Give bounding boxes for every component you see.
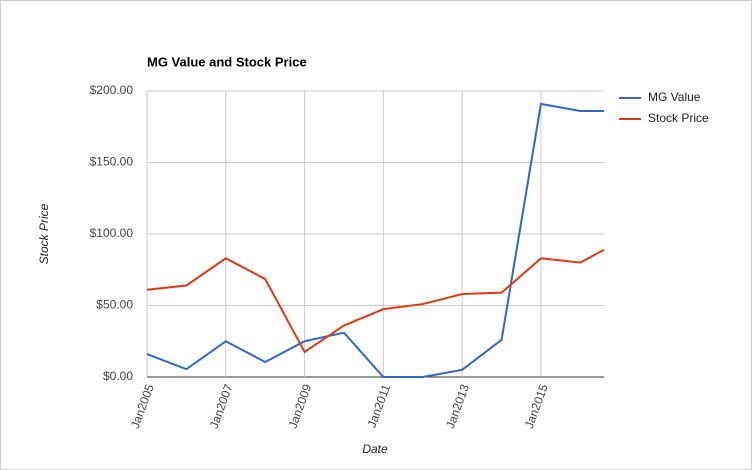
legend-label: MG Value <box>648 90 701 104</box>
y-tick-label: $200.00 <box>90 83 134 97</box>
y-axis-title: Stock Price <box>37 203 51 264</box>
series-line <box>146 102 604 378</box>
y-tick-label: $150.00 <box>90 155 134 169</box>
y-tick-label: $50.00 <box>96 298 133 312</box>
series-line <box>146 248 605 354</box>
y-tick-label: $100.00 <box>90 226 134 240</box>
y-tick-label: $0.00 <box>103 369 133 383</box>
legend-label: Stock Price <box>648 111 709 125</box>
chart-title: MG Value and Stock Price <box>147 54 307 69</box>
x-axis-title: Date <box>362 442 388 456</box>
